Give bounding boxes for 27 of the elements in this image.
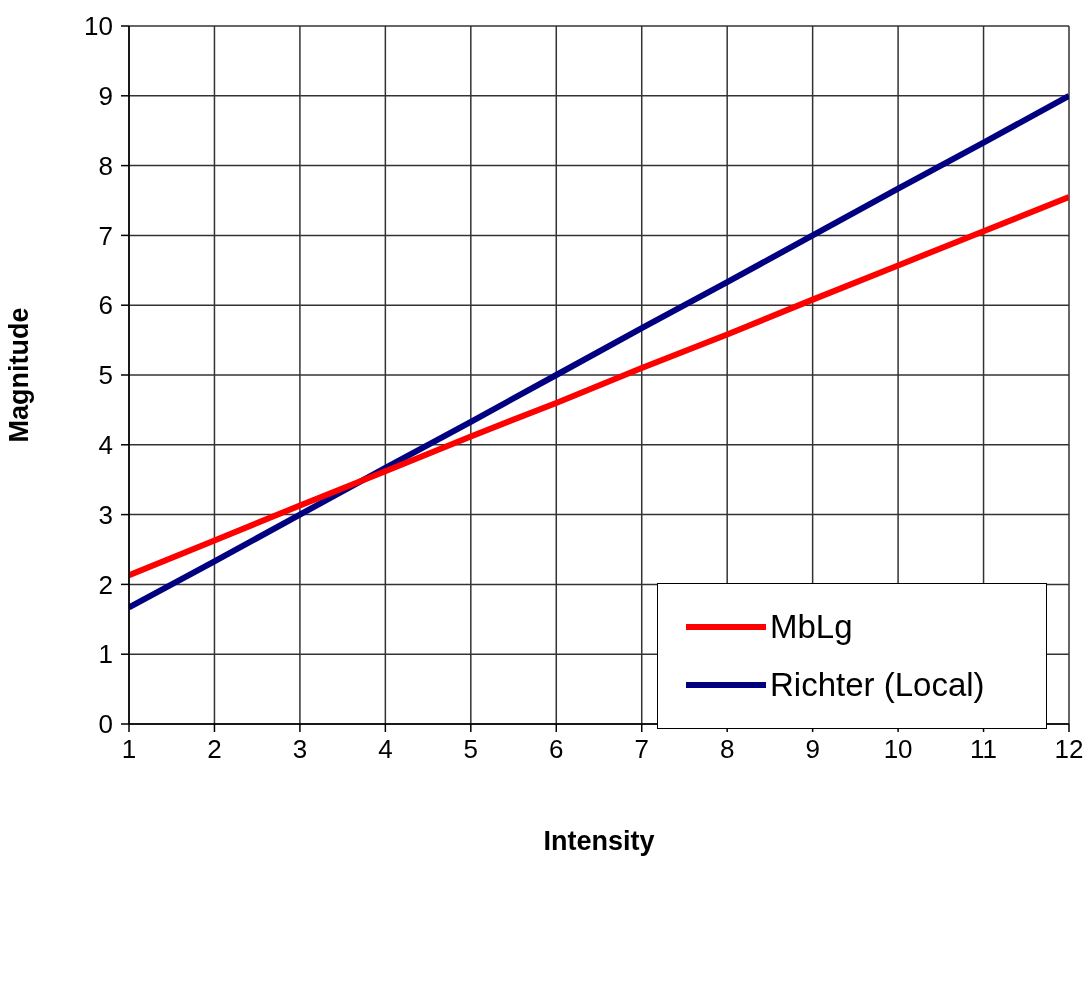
y-tick-label: 5 [98,360,113,391]
x-tick-label: 4 [378,734,393,765]
y-tick-label: 2 [98,569,113,600]
x-tick-label: 7 [634,734,649,765]
x-tick-label: 6 [549,734,564,765]
x-axis-title: Intensity [543,826,655,856]
legend-label: MbLg [770,608,853,646]
y-axis-title: Magnitude [3,307,34,443]
y-tick-label: 10 [84,11,113,42]
x-tick-label: 9 [805,734,820,765]
y-tick-label: 9 [98,81,113,112]
x-tick-label: 10 [883,734,913,765]
y-tick-label: 7 [98,220,113,251]
y-tick-label: 6 [98,290,113,321]
y-tick-label: 8 [98,150,113,181]
x-tick-label: 2 [207,734,222,765]
x-tick-label: 3 [292,734,308,765]
y-tick-label: 0 [98,709,113,740]
y-tick-label: 1 [98,639,113,670]
x-tick-label: 11 [970,734,998,765]
y-tick-label: 4 [98,430,113,461]
x-tick-label: 5 [463,734,479,765]
y-tick-label: 3 [98,499,113,530]
x-tick-label: 1 [121,734,137,765]
legend-label: Richter (Local) [770,666,985,704]
x-tick-label: 12 [1054,734,1084,765]
x-tick-label: 8 [719,734,735,765]
